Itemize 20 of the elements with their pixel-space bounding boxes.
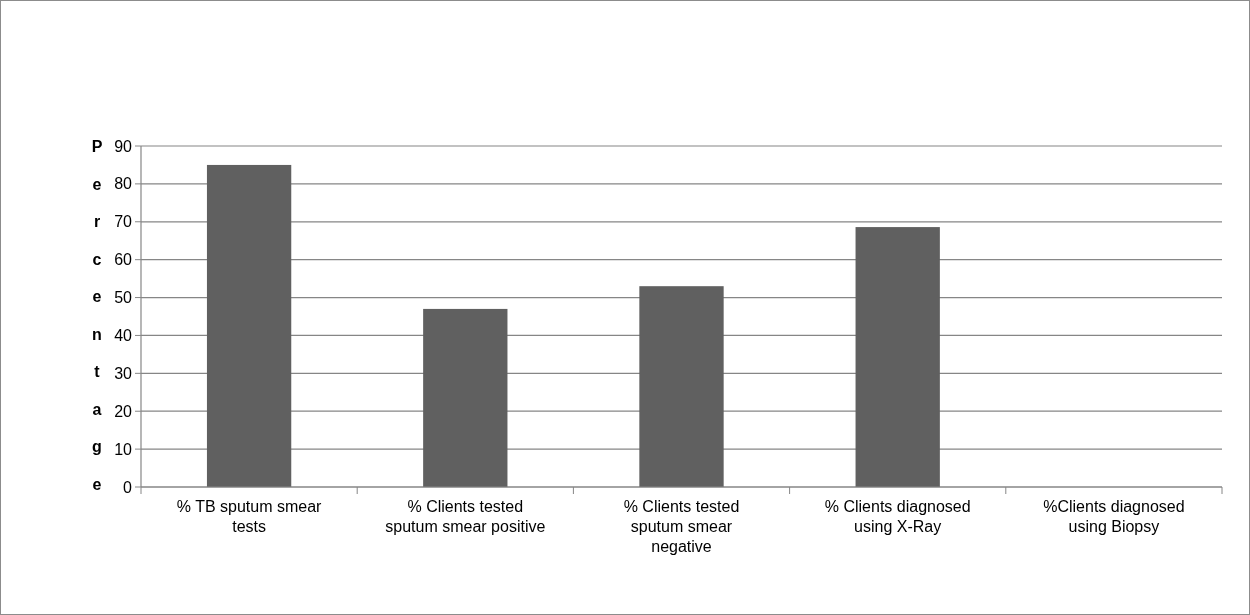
y-tick-label: 70 — [114, 213, 133, 231]
bar — [423, 308, 508, 487]
y-tick-label: 50 — [114, 289, 133, 307]
bar — [206, 164, 292, 487]
y-tick-label: 10 — [114, 440, 133, 458]
y-tick-label: 30 — [114, 364, 133, 382]
y-tick-label: 40 — [114, 327, 133, 345]
bar — [855, 227, 940, 487]
x-tick-label: % Clients tested sputum smear positive — [385, 498, 546, 535]
x-tick-label: % Clients tested sputum smear negative — [623, 498, 740, 555]
x-tick-label: % Clients diagnosed using X-Ray — [824, 498, 971, 535]
text: Percentage — [91, 138, 103, 493]
x-tick-label: % TB sputum smear tests — [176, 498, 323, 535]
y-tick-label: 80 — [114, 175, 133, 193]
y-tick-label: 0 — [123, 478, 133, 496]
y-tick-label: 60 — [114, 251, 133, 269]
x-tick-label: %Clients diagnosed using Biopsy — [1043, 498, 1185, 535]
y-tick-label: 90 — [114, 137, 133, 155]
y-tick-label: 20 — [114, 402, 133, 420]
bar — [639, 286, 724, 487]
